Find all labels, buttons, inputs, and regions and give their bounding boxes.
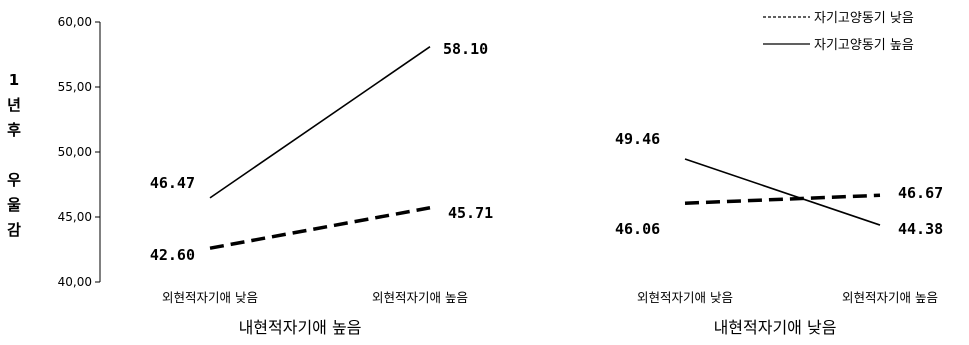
data-label: 46.67 bbox=[898, 184, 943, 202]
y-tick-label: 55,00 bbox=[58, 80, 92, 94]
y-axis-label-char: 1 bbox=[9, 71, 19, 89]
y-tick-label: 60,00 bbox=[58, 15, 92, 29]
data-label: 45.71 bbox=[448, 204, 493, 222]
x-category-label: 외현적자기애 낮음 bbox=[637, 290, 733, 305]
legend-entry-label: 자기고양동기 높음 bbox=[814, 38, 914, 53]
data-label: 49.46 bbox=[615, 130, 660, 148]
series-line-low bbox=[209, 206, 431, 250]
x-group-label: 내현적자기애 낮음 bbox=[714, 318, 837, 337]
x-category-label: 외현적자기애 높음 bbox=[372, 290, 468, 305]
y-axis-label-char: 울 bbox=[7, 196, 21, 214]
legend-entry-label: 자기고양동기 낮음 bbox=[814, 11, 914, 26]
x-category-label: 외현적자기애 낮음 bbox=[162, 290, 258, 305]
series-line-high bbox=[684, 158, 881, 226]
data-label: 58.10 bbox=[443, 40, 488, 58]
series-lines bbox=[209, 46, 881, 250]
data-labels: 42.60 45.71 46.47 58.10 46.06 46.67 49.46 44.38 bbox=[150, 40, 943, 264]
data-label: 42.60 bbox=[150, 246, 195, 264]
y-axis-label-char: 년 bbox=[7, 96, 21, 114]
series-line-high bbox=[209, 46, 431, 199]
y-axis-label-char: 감 bbox=[7, 221, 21, 239]
y-axis: 40,00 45,00 50,00 55,00 60,00 bbox=[58, 15, 101, 289]
data-label: 46.06 bbox=[615, 220, 660, 238]
y-tick-label: 50,00 bbox=[58, 145, 92, 159]
x-category-label: 외현적자기애 높음 bbox=[842, 290, 938, 305]
y-tick-label: 40,00 bbox=[58, 275, 92, 289]
data-label: 44.38 bbox=[898, 220, 943, 238]
y-axis-label-char: 후 bbox=[7, 121, 21, 139]
x-group-label: 내현적자기애 높음 bbox=[239, 318, 362, 337]
data-label: 46.47 bbox=[150, 174, 195, 192]
y-axis-label-char: 우 bbox=[7, 171, 21, 189]
y-tick-label: 45,00 bbox=[58, 210, 92, 224]
series-line-low bbox=[684, 193, 881, 205]
